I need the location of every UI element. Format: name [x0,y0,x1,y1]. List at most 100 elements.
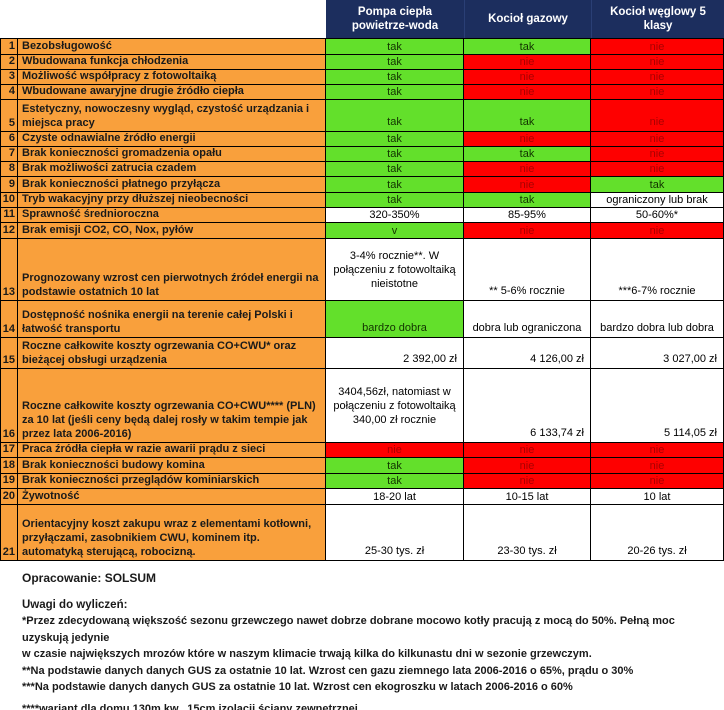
value-cell: tak [326,39,464,55]
row-number: 10 [0,193,18,208]
notes-list: *Przez zdecydowaną większość sezonu grze… [22,613,724,710]
footnotes-section: Opracowanie: SOLSUM Uwagi do wyliczeń: *… [0,561,724,710]
value-cell: 3-4% rocznie**. W połączeniu z fotowolta… [326,239,464,301]
row-number: 3 [0,70,18,85]
value-cell: tak [326,162,464,177]
value-cell: tak [326,70,464,85]
criterion-label: Brak konieczności przeglądów kominiarski… [18,474,326,489]
value-cell: tak [326,147,464,162]
criterion-label: Brak możliwości zatrucia czadem [18,162,326,177]
value-cell: nie [464,474,591,489]
value-cell: tak [326,193,464,208]
row-number: 13 [0,239,18,301]
value-cell: nie [591,85,724,100]
criterion-label: Brak konieczności budowy komina [18,458,326,474]
value-cell: 50-60%* [591,208,724,223]
criterion-label: Wbudowana funkcja chłodzenia [18,55,326,70]
table-row: 11 Sprawność średnioroczna 320-350% 85-95% 5… [0,208,724,223]
value-cell: nie [591,474,724,489]
footnote-line: **Na podstawie danych danych GUS za osta… [22,664,634,677]
row-number: 4 [0,85,18,100]
footnote-line: ***Na podstawie danych danych GUS za ost… [22,681,573,693]
table-row: 18 Brak konieczności budowy komina tak nie n… [0,458,724,474]
value-cell: 10-15 lat [464,489,591,505]
value-cell: nie [591,70,724,85]
value-cell: tak [326,132,464,147]
value-cell: nie [591,132,724,147]
criterion-label: Sprawność średnioroczna [18,208,326,223]
value-cell: 3404,56zł, natomiast w połączeniu z foto… [326,369,464,443]
notes-title: Uwagi do wyliczeń: [22,599,128,611]
table-body: 1 Bezobsługowość tak tak nie 2 Wbudowana funkc… [0,38,724,561]
value-cell: nie [591,223,724,239]
criterion-label: Żywotność [18,489,326,505]
value-cell: 2 392,00 zł [326,338,464,369]
value-cell: bardzo dobra lub dobra [591,301,724,338]
value-cell: 25-30 tys. zł [326,505,464,561]
value-cell: tak [464,39,591,55]
row-number: 16 [0,369,18,443]
table-row: 1 Bezobsługowość tak tak nie [0,39,724,55]
value-cell: 20-26 tys. zł [591,505,724,561]
value-cell: nie [591,100,724,132]
table-row: 5 Estetyczny, nowoczesny wygląd, czystość… [0,100,724,132]
row-number: 6 [0,132,18,147]
criterion-label: Prognozowany wzrost cen pierwotnych źród… [18,239,326,301]
table-row: 3 Możliwość współpracy z fotowoltaiką tak n… [0,70,724,85]
value-cell: 23-30 tys. zł [464,505,591,561]
table-header: Pompa ciepła powietrze-woda Kocioł gazow… [0,0,724,38]
table-row: 16 Roczne całkowite koszty ogrzewania CO+… [0,369,724,443]
value-cell: nie [464,458,591,474]
value-cell: nie [591,162,724,177]
header-band: Pompa ciepła powietrze-woda Kocioł gazow… [326,0,724,38]
criterion-label: Brak konieczności płatnego przyłącza [18,177,326,193]
value-cell: 85-95% [464,208,591,223]
value-cell: dobra lub ograniczona [464,301,591,338]
footnote-line: w czasie największych mrozów które w nas… [22,648,592,660]
value-cell: 5 114,05 zł [591,369,724,443]
criterion-label: Brak emisji CO2, CO, Nox, pyłów [18,223,326,239]
row-number: 9 [0,177,18,193]
value-cell: nie [464,162,591,177]
row-number: 20 [0,489,18,505]
table-row: 8 Brak możliwości zatrucia czadem tak nie ni… [0,162,724,177]
value-cell: ** 5-6% rocznie [464,239,591,301]
value-cell: tak [464,100,591,132]
row-number: 2 [0,55,18,70]
value-cell: nie [464,443,591,458]
row-number: 15 [0,338,18,369]
criterion-label: Orientacyjny koszt zakupu wraz z element… [18,505,326,561]
table-row: 15 Roczne całkowite koszty ogrzewania CO+… [0,338,724,369]
criterion-label: Bezobsługowość [18,39,326,55]
table-row: 13 Prognozowany wzrost cen pierwotnych źr… [0,239,724,301]
row-number: 1 [0,39,18,55]
criterion-label: Roczne całkowite koszty ogrzewania CO+CW… [18,338,326,369]
value-cell: tak [326,85,464,100]
row-number: 5 [0,100,18,132]
table-row: 21 Orientacyjny koszt zakupu wraz z eleme… [0,505,724,561]
table-row: 14 Dostępność nośnika energii na terenie … [0,301,724,338]
value-cell: nie [591,55,724,70]
value-cell: tak [591,177,724,193]
value-cell: 3 027,00 zł [591,338,724,369]
table-row: 10 Tryb wakacyjny przy dłuższej nieobecno… [0,193,724,208]
table-row: 19 Brak konieczności przeglądów kominiars… [0,474,724,489]
value-cell: nie [591,443,724,458]
value-cell: v [326,223,464,239]
table-row: 20 Żywotność 18-20 lat 10-15 lat 10 lat [0,489,724,505]
table-row: 9 Brak konieczności płatnego przyłącza tak… [0,177,724,193]
table-row: 6 Czyste odnawialne źródło energii tak nie n… [0,132,724,147]
value-cell: tak [326,458,464,474]
header-spacer [0,0,326,38]
table-row: 7 Brak konieczności gromadzenia opału tak t… [0,147,724,162]
table-row: 12 Brak emisji CO2, CO, Nox, pyłów v nie nie [0,223,724,239]
criterion-label: Roczne całkowite koszty ogrzewania CO+CW… [18,369,326,443]
credit-line: Opracowanie: SOLSUM [22,571,157,585]
row-number: 21 [0,505,18,561]
value-cell: 320-350% [326,208,464,223]
criterion-label: Możliwość współpracy z fotowoltaiką [18,70,326,85]
row-number: 18 [0,458,18,474]
value-cell: 6 133,74 zł [464,369,591,443]
value-cell: bardzo dobra [326,301,464,338]
value-cell: 4 126,00 zł [464,338,591,369]
